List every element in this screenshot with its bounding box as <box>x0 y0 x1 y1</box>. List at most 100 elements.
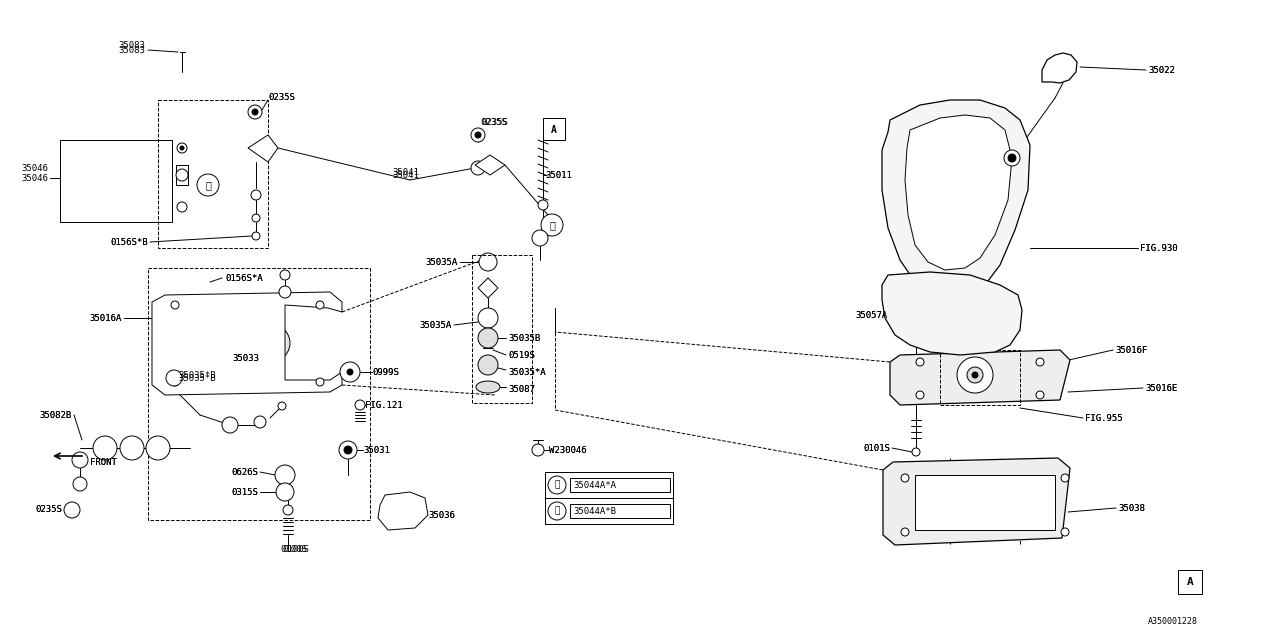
Text: 35082B: 35082B <box>40 410 72 419</box>
Circle shape <box>73 477 87 491</box>
Text: 35083: 35083 <box>118 45 145 54</box>
Text: 0156S*B: 0156S*B <box>110 237 148 246</box>
Text: 35035A: 35035A <box>420 321 452 330</box>
Text: 0235S: 0235S <box>35 506 61 515</box>
Text: 0519S: 0519S <box>508 351 535 360</box>
Ellipse shape <box>186 313 291 373</box>
Text: 35057A: 35057A <box>856 310 888 319</box>
Circle shape <box>180 146 184 150</box>
Circle shape <box>177 169 188 181</box>
Text: A350001228: A350001228 <box>1148 618 1198 627</box>
Text: 35016A: 35016A <box>90 314 122 323</box>
Circle shape <box>1009 154 1016 162</box>
Polygon shape <box>905 115 1012 270</box>
Circle shape <box>316 301 324 309</box>
Text: 0626S: 0626S <box>232 467 259 477</box>
Circle shape <box>221 417 238 433</box>
Text: 35057A: 35057A <box>856 310 888 319</box>
Circle shape <box>477 328 498 348</box>
Circle shape <box>913 448 920 456</box>
Bar <box>157 100 268 248</box>
Circle shape <box>172 378 179 386</box>
Bar <box>940 350 1020 405</box>
Polygon shape <box>883 458 1070 545</box>
Text: 0999S: 0999S <box>372 367 399 376</box>
Text: 0235S: 0235S <box>268 93 294 102</box>
Circle shape <box>906 318 925 338</box>
Circle shape <box>475 132 481 138</box>
Circle shape <box>93 436 116 460</box>
Text: 35011: 35011 <box>545 170 572 179</box>
Text: 35035*B: 35035*B <box>178 371 215 380</box>
Text: 35087: 35087 <box>508 385 535 394</box>
Circle shape <box>172 301 179 309</box>
Text: 0100S: 0100S <box>280 545 307 554</box>
Text: 35041: 35041 <box>392 170 419 179</box>
Bar <box>545 498 673 524</box>
Circle shape <box>901 528 909 536</box>
Text: 35082B: 35082B <box>40 410 72 419</box>
Text: A: A <box>1187 577 1193 587</box>
Bar <box>148 268 370 520</box>
Text: 35016F: 35016F <box>1115 346 1147 355</box>
Text: 35035*B: 35035*B <box>178 374 215 383</box>
Circle shape <box>72 452 88 468</box>
Text: FIG.121: FIG.121 <box>365 401 403 410</box>
Bar <box>60 140 172 222</box>
Circle shape <box>477 308 498 328</box>
Circle shape <box>548 502 566 520</box>
Circle shape <box>283 505 293 515</box>
Text: W230046: W230046 <box>549 445 586 454</box>
Circle shape <box>280 270 291 280</box>
Circle shape <box>251 190 261 200</box>
Circle shape <box>275 465 294 485</box>
Text: 35035B: 35035B <box>508 333 540 342</box>
Bar <box>472 255 532 403</box>
Text: 35035A: 35035A <box>420 321 452 330</box>
Text: 35033: 35033 <box>232 353 259 362</box>
Text: 0626S: 0626S <box>232 467 259 477</box>
Circle shape <box>477 355 498 375</box>
Text: 0999S: 0999S <box>372 367 399 376</box>
Text: 0315S: 0315S <box>232 488 259 497</box>
Circle shape <box>916 358 924 366</box>
Text: 0156S*A: 0156S*A <box>225 273 262 282</box>
Circle shape <box>532 444 544 456</box>
Ellipse shape <box>476 381 500 393</box>
Circle shape <box>64 502 81 518</box>
Circle shape <box>471 161 485 175</box>
Text: FRONT: FRONT <box>90 458 116 467</box>
Circle shape <box>1036 358 1044 366</box>
Circle shape <box>177 202 187 212</box>
Circle shape <box>1036 391 1044 399</box>
Circle shape <box>548 476 566 494</box>
Text: 0101S: 0101S <box>863 444 890 452</box>
Text: 0235S: 0235S <box>481 118 508 127</box>
Text: 35016A: 35016A <box>90 314 122 323</box>
Polygon shape <box>890 350 1070 405</box>
Text: 35087: 35087 <box>508 385 535 394</box>
Circle shape <box>471 128 485 142</box>
Circle shape <box>532 230 548 246</box>
Circle shape <box>120 436 145 460</box>
Text: ①: ① <box>549 220 556 230</box>
Text: W230046: W230046 <box>549 445 586 454</box>
Text: 35035A: 35035A <box>426 257 458 266</box>
Text: 35022: 35022 <box>1148 65 1175 74</box>
Circle shape <box>253 416 266 428</box>
Polygon shape <box>1042 53 1076 83</box>
Text: 0156S*A: 0156S*A <box>225 273 262 282</box>
Text: 35011: 35011 <box>545 170 572 179</box>
Text: 35041: 35041 <box>392 168 419 177</box>
Text: FIG.121: FIG.121 <box>365 401 403 410</box>
Polygon shape <box>477 278 498 298</box>
Polygon shape <box>882 272 1021 355</box>
Text: 35035A: 35035A <box>426 257 458 266</box>
Bar <box>915 475 1055 530</box>
Text: 35016E: 35016E <box>1146 383 1178 392</box>
Ellipse shape <box>937 485 1033 521</box>
Circle shape <box>340 362 360 382</box>
Circle shape <box>279 286 291 298</box>
Text: FIG.955: FIG.955 <box>1085 413 1123 422</box>
Text: 35035*A: 35035*A <box>508 367 545 376</box>
